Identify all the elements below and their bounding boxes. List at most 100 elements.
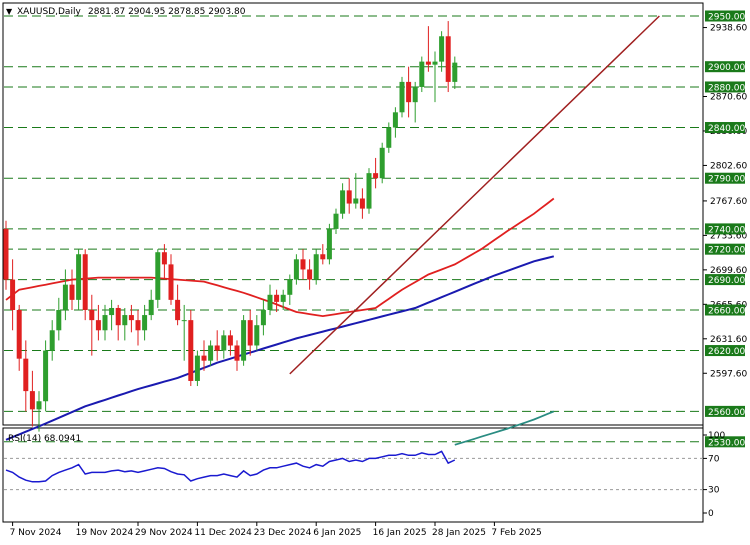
candle-body	[188, 320, 194, 381]
candle-body	[43, 350, 49, 402]
candle-body	[142, 315, 148, 331]
time-tick-label: 29 Nov 2024	[135, 528, 193, 538]
candle-body	[366, 173, 372, 209]
candle-body	[439, 36, 445, 62]
candle-body	[379, 147, 385, 179]
candle-body	[452, 62, 458, 82]
time-axis: 7 Nov 2024 19 Nov 2024 29 Nov 2024 11 Dec 2…	[10, 522, 542, 538]
level-label-box	[705, 172, 745, 184]
candle-body	[95, 320, 101, 331]
candle-body	[148, 299, 154, 316]
candle-body	[161, 252, 167, 265]
candle-body	[16, 310, 22, 359]
candle-body	[10, 279, 16, 311]
time-tick-label: 7 Nov 2024	[10, 528, 62, 538]
level-label-box	[705, 223, 745, 235]
candle-body	[89, 310, 95, 321]
level-label: 2720.00	[708, 246, 745, 256]
candle-body	[326, 228, 332, 260]
price-tick-label: 2938.60	[710, 24, 747, 34]
candle-body	[69, 284, 75, 300]
level-label: 2880.00	[708, 83, 745, 93]
candle-body	[359, 198, 365, 209]
candle-body	[267, 294, 273, 311]
candle-body	[194, 355, 200, 381]
candle-body	[406, 81, 412, 103]
candle-body	[333, 213, 339, 229]
time-tick-label: 23 Dec 2024	[254, 528, 312, 538]
level-label-box	[705, 345, 745, 357]
rsi-tick-label: 100	[708, 431, 725, 441]
candle-body	[56, 310, 62, 331]
level-lines	[4, 15, 703, 443]
candle-body	[254, 325, 260, 346]
level-label-box	[705, 274, 745, 286]
time-tick-label: 16 Jan 2025	[373, 528, 427, 538]
candle-body	[23, 358, 29, 392]
level-label-box	[705, 304, 745, 316]
rsi-tick-label: 30	[708, 486, 720, 496]
level-label: 2530.00	[708, 438, 745, 448]
price-tick-label: 2699.60	[710, 266, 747, 276]
level-label-box	[705, 122, 745, 134]
candle-body	[49, 330, 55, 351]
ma-teal-line	[454, 410, 555, 446]
candle-body	[128, 315, 134, 321]
candle-body	[386, 127, 392, 148]
candle-body	[287, 279, 293, 295]
candle-body	[445, 36, 451, 82]
price-tick-label: 2767.60	[710, 197, 747, 207]
level-labels: 2950.00 2900.00 2880.00 2840.00 2790.00 2740.…	[705, 10, 745, 448]
level-label: 2900.00	[708, 63, 745, 73]
level-label-box	[705, 405, 745, 417]
level-label: 2790.00	[708, 175, 745, 185]
level-label: 2660.00	[708, 307, 745, 317]
candle-body	[29, 391, 35, 410]
candle-body	[373, 173, 379, 179]
time-tick-label: 6 Jan 2025	[313, 528, 361, 538]
candle-body	[412, 86, 418, 103]
level-label-box	[705, 436, 745, 448]
candle-body	[214, 345, 220, 351]
level-label-box	[705, 243, 745, 255]
price-tick-label: 2597.60	[710, 369, 747, 379]
price-tick-label: 2631.60	[710, 335, 747, 345]
trendline	[289, 15, 660, 375]
ohlc-readout: 2881.87 2904.95 2878.85 2903.80	[88, 7, 246, 17]
candle-body	[62, 284, 68, 311]
candle-body	[353, 198, 359, 204]
level-label: 2690.00	[708, 276, 745, 286]
candle-body	[181, 320, 187, 322]
ma-blue-line	[5, 255, 555, 441]
candle-body	[425, 61, 431, 65]
candle-body	[221, 335, 227, 351]
candle-body	[115, 307, 121, 326]
level-label: 2740.00	[708, 225, 745, 235]
candle-body	[201, 355, 207, 361]
candle-body	[260, 310, 266, 326]
rsi-tick-label: 0	[708, 509, 714, 519]
candle-body	[346, 190, 352, 204]
candle-body	[247, 320, 253, 346]
time-tick-label: 19 Nov 2024	[76, 528, 134, 538]
candle-body	[122, 315, 128, 326]
candle-body	[175, 299, 181, 321]
candle-body	[293, 259, 299, 280]
symbol-icon: ▼	[6, 7, 13, 16]
candle-body	[307, 269, 313, 280]
candle-body	[102, 315, 108, 331]
moving-averages	[5, 197, 555, 446]
level-label: 2840.00	[708, 124, 745, 134]
candle-body	[208, 345, 214, 361]
time-tick-label: 28 Jan 2025	[432, 528, 486, 538]
rsi-pane: 100 70 30 0	[4, 431, 725, 519]
level-label: 2950.00	[708, 13, 745, 23]
time-tick-label: 7 Feb 2025	[491, 528, 541, 538]
ma-red-line	[5, 197, 555, 318]
candle-body	[392, 112, 398, 128]
rsi-tick-label: 70	[708, 454, 720, 464]
candle-body	[234, 345, 240, 361]
candle-body	[3, 228, 9, 280]
candle-body	[109, 307, 115, 316]
